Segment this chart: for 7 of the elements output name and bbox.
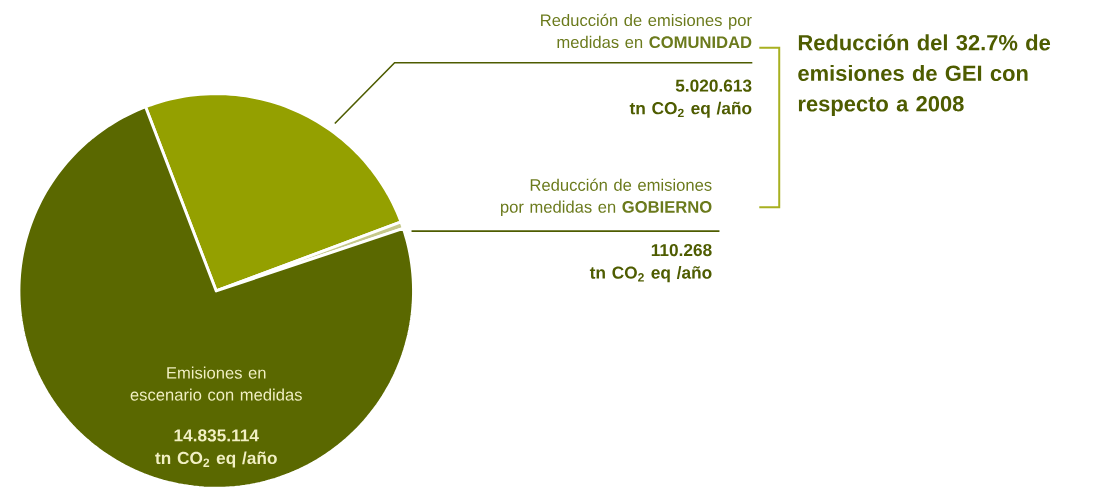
data-label: 5.020.613 tn CO$_{2}$ eq /año [629,79,752,118]
text: Reducción del 32.7% de emisiones de GEI con respecto a 2008 [798,34,1051,116]
slice-label: Reducción de emisiones por medidas en GOBIERNO [500,178,712,216]
data-label: 14.835.114 tn CO$_{2}$ eq /año [155,429,277,468]
slice-label: Emisiones en escenario con medidas [130,366,302,401]
data-label: 110.268 tn CO$_{2}$ eq /año [589,243,712,283]
slice-label: Reducción de emisiones por medidas en COMUNIDAD [541,13,752,48]
